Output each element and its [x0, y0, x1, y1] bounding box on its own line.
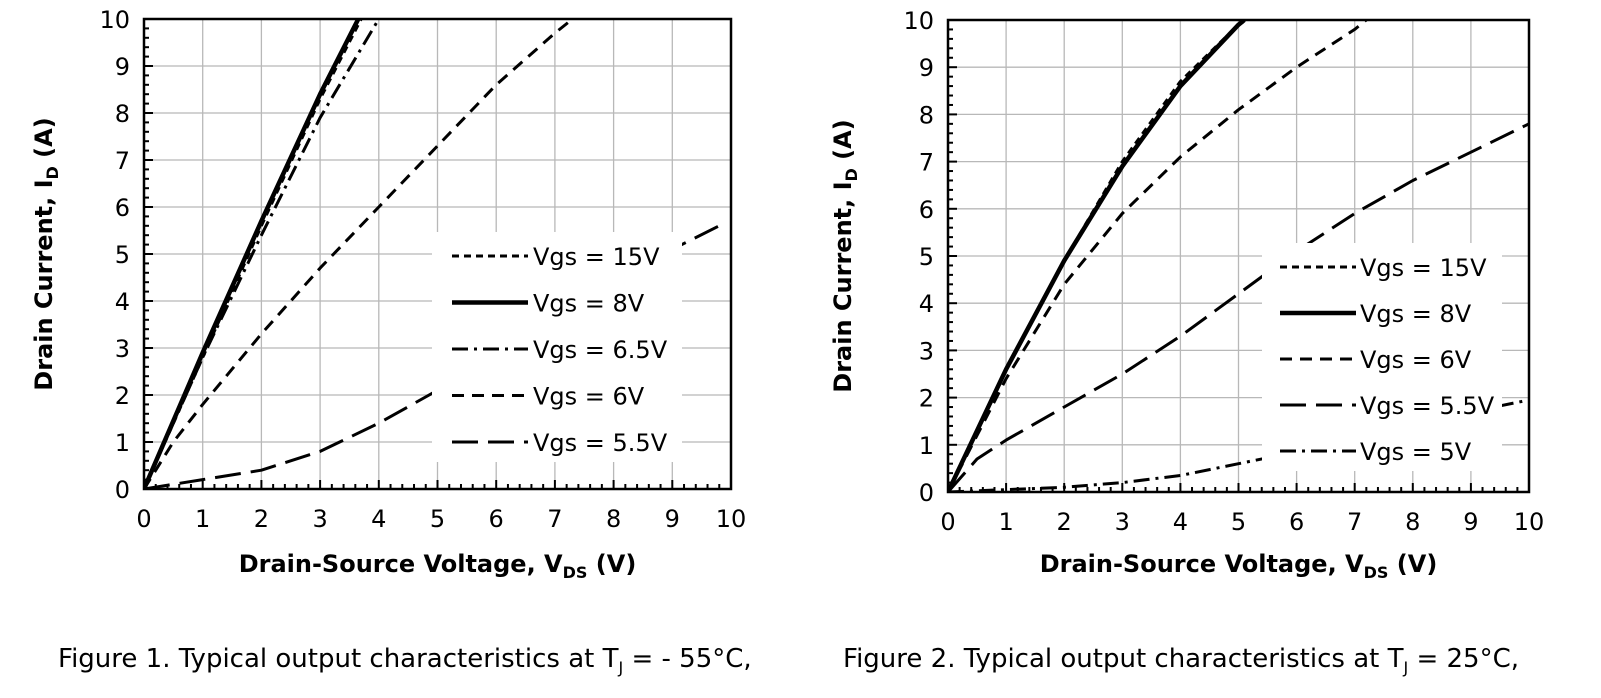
- y-tick-label: 0: [115, 476, 130, 504]
- x-tick-label: 5: [430, 505, 445, 533]
- x-tick-label: 3: [1115, 508, 1130, 536]
- series-line-vgs-5v: [948, 398, 1529, 492]
- chart-2: Vgs = 15V Vgs = 8V Vgs = 6V Vgs = 5.5V Vgs =…: [829, 7, 1544, 677]
- y-tick-label: 10: [903, 7, 934, 35]
- legend-box: [432, 232, 682, 462]
- series-line-vgs-6v: [948, 20, 1368, 492]
- y-tick-label: 9: [919, 54, 934, 82]
- x-tick-label: 10: [716, 505, 747, 533]
- y-tick-label: 7: [919, 149, 934, 177]
- legend-label: Vgs = 5.5V: [1360, 392, 1495, 420]
- y-tick-label: 7: [115, 147, 130, 175]
- plot-frame: [946, 18, 1531, 494]
- y-tick-label: 1: [919, 432, 934, 460]
- x-tick-label: 3: [312, 505, 327, 533]
- y-tick-label: 3: [115, 335, 130, 363]
- legend-label: Vgs = 5.5V: [533, 429, 668, 457]
- legend-label: Vgs = 15V: [1360, 254, 1487, 282]
- y-tick-label: 8: [115, 100, 130, 128]
- y-tick-label: 5: [919, 243, 934, 271]
- y-tick-label: 8: [919, 101, 934, 129]
- y-tick-label: 5: [115, 241, 130, 269]
- y-tick-label: 1: [115, 429, 130, 457]
- x-tick-label: 5: [1231, 508, 1246, 536]
- x-tick-label: 4: [1173, 508, 1188, 536]
- y-tick-label: 6: [919, 196, 934, 224]
- series-line-vgs-5.5v: [948, 122, 1529, 492]
- x-tick-label: 1: [998, 508, 1013, 536]
- x-tick-label: 1: [195, 505, 210, 533]
- legend-box: [1262, 243, 1502, 471]
- x-axis-title: Drain-Source Voltage, VDS (V): [239, 550, 637, 582]
- x-tick-label: 9: [665, 505, 680, 533]
- x-tick-label: 4: [371, 505, 386, 533]
- x-tick-label: 8: [1405, 508, 1420, 536]
- y-tick-label: 3: [919, 337, 934, 365]
- x-tick-label: 7: [547, 505, 562, 533]
- series-line-vgs-5.5v: [144, 224, 720, 489]
- legend-label: Vgs = 8V: [1360, 300, 1472, 328]
- legend-label: Vgs = 6V: [533, 383, 645, 411]
- x-tick-label: 10: [1514, 508, 1545, 536]
- legend-label: Vgs = 5V: [1360, 438, 1472, 466]
- y-tick-label: 2: [919, 385, 934, 413]
- x-tick-label: 2: [1057, 508, 1072, 536]
- x-tick-label: 9: [1463, 508, 1478, 536]
- y-axis-title: Drain Current, ID (A): [30, 117, 62, 390]
- plot-frame: [142, 17, 733, 491]
- figure-caption: Figure 1. Typical output characteristics…: [58, 644, 752, 677]
- series-line-vgs-8v: [948, 20, 1246, 492]
- legend-label: Vgs = 6.5V: [533, 336, 668, 364]
- series-line-vgs-6.5v: [144, 19, 381, 489]
- series-line-vgs-6v: [144, 19, 574, 489]
- y-tick-label: 4: [919, 290, 934, 318]
- x-tick-label: 0: [940, 508, 955, 536]
- x-tick-label: 7: [1347, 508, 1362, 536]
- legend-label: Vgs = 8V: [533, 290, 645, 318]
- x-axis-title: Drain-Source Voltage, VDS (V): [1040, 550, 1438, 582]
- y-tick-label: 0: [919, 479, 934, 507]
- y-tick-label: 10: [99, 6, 130, 34]
- x-tick-label: 0: [136, 505, 151, 533]
- x-tick-label: 8: [606, 505, 621, 533]
- y-axis-title: Drain Current, ID (A): [829, 119, 861, 392]
- y-tick-label: 4: [115, 288, 130, 316]
- y-tick-label: 6: [115, 194, 130, 222]
- legend-label: Vgs = 15V: [533, 243, 660, 271]
- x-tick-label: 2: [254, 505, 269, 533]
- figure-caption: Figure 2. Typical output characteristics…: [843, 644, 1519, 677]
- y-tick-label: 9: [115, 53, 130, 81]
- legend-label: Vgs = 6V: [1360, 346, 1472, 374]
- y-tick-label: 2: [115, 382, 130, 410]
- x-tick-label: 6: [489, 505, 504, 533]
- chart-1: Vgs = 15V Vgs = 8V Vgs = 6.5V Vgs = 6V Vgs =…: [30, 6, 752, 677]
- x-tick-label: 6: [1289, 508, 1304, 536]
